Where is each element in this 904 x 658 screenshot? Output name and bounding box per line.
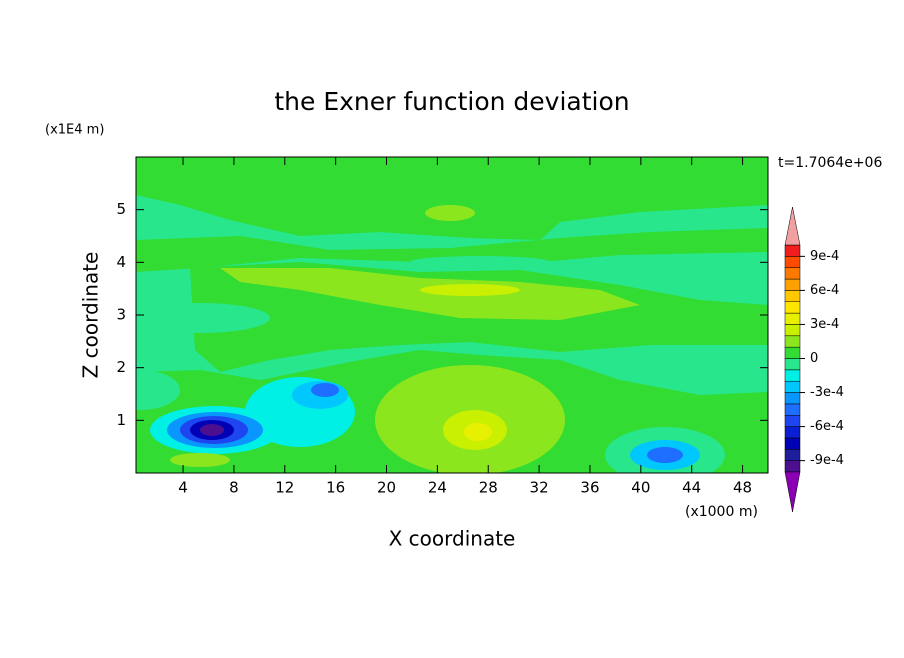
y-tick-label: 1 xyxy=(116,411,126,429)
colorbar-box xyxy=(784,449,801,461)
x-tick-label: 8 xyxy=(229,479,239,497)
colorbar-box xyxy=(784,346,801,359)
colorbar-box xyxy=(784,437,801,450)
x-tick-label: 16 xyxy=(326,479,345,497)
colorbar-box xyxy=(784,460,801,473)
colorbar-extend-high xyxy=(784,206,801,246)
colorbar-box xyxy=(784,392,801,405)
colorbar-box xyxy=(784,358,801,371)
x-tick-label: 24 xyxy=(428,479,447,497)
contour-region xyxy=(136,157,768,240)
contour-field xyxy=(136,157,768,473)
contour-region xyxy=(220,268,640,320)
colorbar-tick-label: -3e-4 xyxy=(810,385,844,400)
colorbar-box xyxy=(784,267,801,280)
contour-region xyxy=(420,284,520,296)
colorbar-box xyxy=(784,324,801,337)
y-tick-label: 5 xyxy=(116,200,126,218)
x-tick-label: 4 xyxy=(178,479,188,497)
x-tick-label: 48 xyxy=(733,479,752,497)
contour-region xyxy=(340,236,440,248)
contour-region xyxy=(410,256,550,268)
colorbar-tick-label: -6e-4 xyxy=(810,419,844,434)
contour-region xyxy=(311,383,339,397)
y-tick-label: 4 xyxy=(116,253,126,271)
x-tick-label: 28 xyxy=(479,479,498,497)
colorbar-extend-low xyxy=(784,471,801,513)
colorbar-tick-label: 3e-4 xyxy=(810,317,839,332)
contour-region xyxy=(425,205,475,221)
x-tick-label: 44 xyxy=(682,479,701,497)
x-axis-label: X coordinate xyxy=(389,527,516,551)
contour-region xyxy=(170,453,230,467)
colorbar-box xyxy=(784,335,801,348)
y-tick-label: 3 xyxy=(116,306,126,324)
contour-region xyxy=(136,370,180,410)
colorbar-tick-label: 6e-4 xyxy=(810,283,839,298)
x-unit: (x1000 m) xyxy=(685,504,758,520)
contour-region xyxy=(464,423,492,441)
time-label: t=1.7064e+06 xyxy=(778,155,882,171)
x-tick-label: 32 xyxy=(530,479,549,497)
x-tick-label: 36 xyxy=(580,479,599,497)
colorbar-box xyxy=(784,426,801,439)
colorbar-box xyxy=(784,369,801,382)
contour-region xyxy=(136,228,768,272)
contour-region xyxy=(200,424,224,436)
contour-region xyxy=(647,447,683,463)
colorbar-tick-label: -9e-4 xyxy=(810,453,844,468)
colorbar-box xyxy=(784,256,801,268)
colorbar-tick-label: 0 xyxy=(810,351,818,366)
colorbar-box xyxy=(784,301,801,314)
x-tick-label: 12 xyxy=(275,479,294,497)
x-tick-label: 40 xyxy=(631,479,650,497)
contour-region xyxy=(136,303,270,333)
colorbar-box xyxy=(784,380,801,393)
colorbar-box xyxy=(784,290,801,302)
colorbar-tick-label: 9e-4 xyxy=(810,249,839,264)
x-tick-label: 20 xyxy=(377,479,396,497)
colorbar-box xyxy=(784,244,801,257)
y-axis-label: Z coordinate xyxy=(79,252,103,379)
y-unit: (x1E4 m) xyxy=(45,123,104,138)
colorbar-box xyxy=(784,415,801,427)
colorbar-box xyxy=(784,312,801,325)
colorbar-box xyxy=(784,403,801,416)
chart-title: the Exner function deviation xyxy=(274,87,629,116)
y-tick-label: 2 xyxy=(116,358,126,376)
colorbar-box xyxy=(784,278,801,291)
